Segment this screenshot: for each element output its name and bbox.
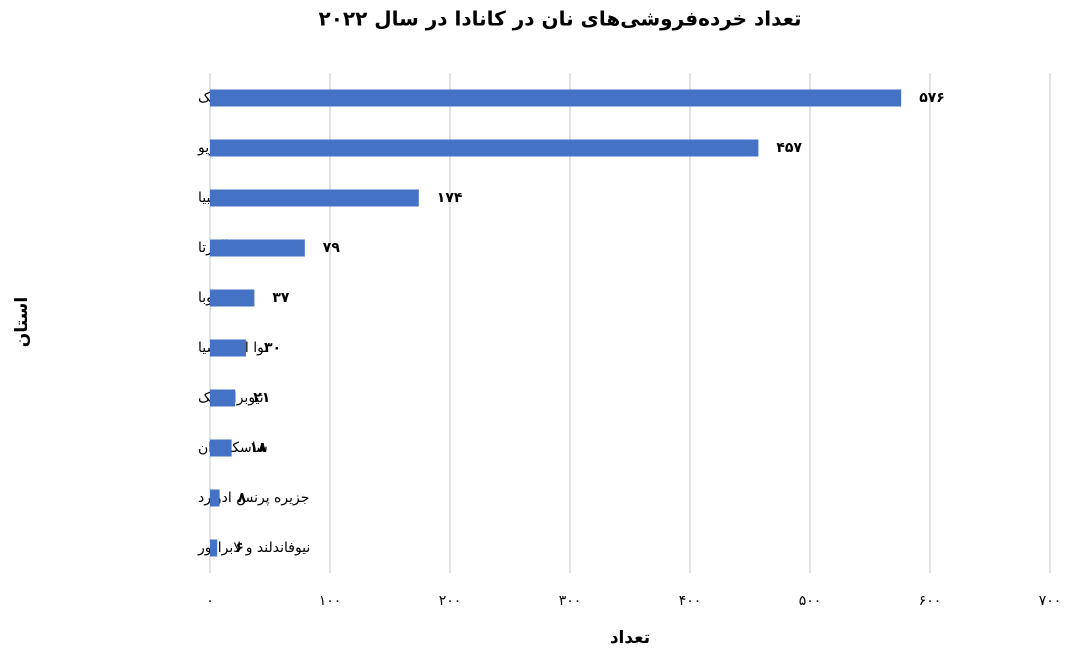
y-tick-label: نیوفاندلند و لابرادور: [197, 540, 310, 556]
bar: [210, 489, 220, 507]
x-tick-label: ۷۰۰: [1039, 593, 1062, 609]
chart-title: تعداد خرده‌فروشی‌های نان در کانادا در سا…: [319, 7, 802, 31]
bar: [210, 239, 305, 257]
x-tick-label: ۴۰۰: [679, 593, 702, 609]
x-tick-label: ۵۰۰: [799, 593, 822, 609]
value-label: ۸: [238, 490, 247, 506]
bar: [210, 189, 419, 207]
value-label: ۳۷: [272, 290, 290, 306]
x-tick-label: ۲۰۰: [439, 593, 462, 609]
x-tick-label: ۳۰۰: [559, 593, 582, 609]
bar: [210, 439, 232, 457]
value-label: ۶: [235, 540, 244, 556]
y-axis-title: استان: [12, 297, 32, 347]
bar: [210, 139, 759, 157]
x-tick-label: ۶۰۰: [919, 593, 942, 609]
y-tick-label: جزیره پرنس ادوارد: [198, 490, 309, 506]
bar: [210, 539, 218, 557]
value-label: ۲۱: [253, 390, 270, 406]
bar: [210, 289, 255, 307]
bar: [210, 89, 902, 107]
value-label: ۱۸: [250, 440, 268, 456]
value-label: ۵۷۶: [919, 90, 945, 106]
value-label: ۱۷۴: [437, 190, 463, 206]
bar: [210, 389, 236, 407]
value-label: ۳۰: [264, 340, 281, 356]
x-tick-label: ۱۰۰: [319, 593, 342, 609]
x-tick-label: ۰: [206, 593, 214, 609]
bar: [210, 339, 246, 357]
x-axis-title: تعداد: [610, 628, 650, 648]
value-label: ۴۵۷: [776, 140, 802, 156]
value-label: ۷۹: [323, 240, 341, 256]
